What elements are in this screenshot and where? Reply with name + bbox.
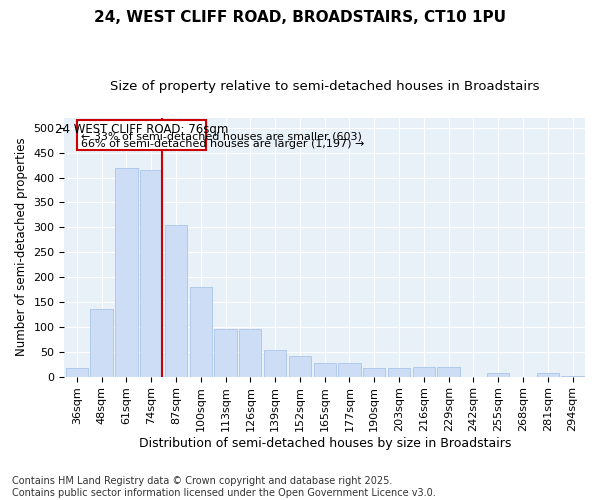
Bar <box>487 373 509 376</box>
Bar <box>91 310 113 376</box>
Bar <box>165 225 187 376</box>
Bar <box>214 330 236 376</box>
Text: 24, WEST CLIFF ROAD, BROADSTAIRS, CT10 1PU: 24, WEST CLIFF ROAD, BROADSTAIRS, CT10 1… <box>94 10 506 25</box>
Bar <box>437 366 460 376</box>
FancyBboxPatch shape <box>77 120 206 150</box>
Bar <box>289 356 311 376</box>
Bar <box>264 350 286 376</box>
Bar <box>363 368 385 376</box>
Bar <box>140 170 163 376</box>
Text: 24 WEST CLIFF ROAD: 76sqm: 24 WEST CLIFF ROAD: 76sqm <box>55 123 228 136</box>
Bar <box>413 366 435 376</box>
Bar <box>190 287 212 376</box>
Text: Contains HM Land Registry data © Crown copyright and database right 2025.
Contai: Contains HM Land Registry data © Crown c… <box>12 476 436 498</box>
Bar <box>314 363 336 376</box>
Bar <box>115 168 137 376</box>
Bar <box>388 368 410 376</box>
Bar <box>239 330 262 376</box>
Y-axis label: Number of semi-detached properties: Number of semi-detached properties <box>15 138 28 356</box>
X-axis label: Distribution of semi-detached houses by size in Broadstairs: Distribution of semi-detached houses by … <box>139 437 511 450</box>
Title: Size of property relative to semi-detached houses in Broadstairs: Size of property relative to semi-detach… <box>110 80 539 93</box>
Bar <box>338 363 361 376</box>
Text: 66% of semi-detached houses are larger (1,197) →: 66% of semi-detached houses are larger (… <box>80 139 364 149</box>
Bar <box>536 373 559 376</box>
Text: ← 33% of semi-detached houses are smaller (603): ← 33% of semi-detached houses are smalle… <box>80 131 361 141</box>
Bar <box>65 368 88 376</box>
